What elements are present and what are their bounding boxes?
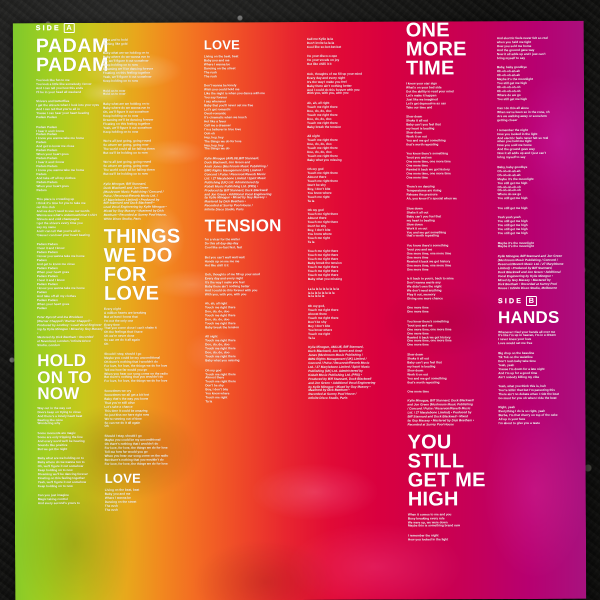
song-title-things-we-do-for-love: THINGS WE DO FOR LOVE — [103, 225, 181, 305]
lyrics-block: You look like fun to me You look a littl… — [35, 78, 92, 95]
column-top-spacer — [103, 22, 199, 38]
lyrics-block: Whenever I feel your hands all over me I… — [498, 329, 556, 346]
credits-text: Kylie Minogue, Biff Stannard, Duck Black… — [407, 398, 474, 427]
lyrics-block: Call me Kylie la-la Don't invite la-la-l… — [306, 36, 342, 49]
lyrics-block: Living on the beat, beat Baby you and me… — [203, 54, 239, 79]
lyrics-block: Baby what are we holding on to Baby wher… — [103, 101, 154, 134]
lyrics-block: This place is crowding up I think it's t… — [36, 197, 97, 238]
lyrics-block: Every night A million hearts are breakin… — [103, 306, 157, 347]
lyrics-block: Maybe it's the moonlight Maybe it's the … — [497, 240, 534, 249]
song-title-love: LOVE — [104, 470, 141, 486]
lyrics-block: You know there's something 'bout you and… — [406, 243, 452, 272]
lyrics-block: Can you just imagine Magic taking contro… — [37, 493, 80, 506]
lyrics-block: Ah, ah, all right Touch me right there D… — [307, 100, 342, 129]
lyrics-block: Slow down Shake it all out Baby can't yo… — [407, 352, 447, 385]
column-2: Have and to hold Shining like gold Baby w… — [103, 22, 201, 518]
song-title-love: LOVE — [203, 37, 241, 53]
credits-text: Kylie Minogue, Biff Stannard, Duck Black… — [103, 181, 167, 222]
lyrics-block: Is it back to yours, back to mine Don't … — [406, 276, 454, 301]
side-badge-side-b: SIDE B — [497, 295, 582, 307]
lyrics-block: Ooh, thoughts of me fill up your mind Ev… — [204, 272, 260, 297]
lyrics-block: Oh my god Touch me right there Almost th… — [307, 208, 339, 244]
vinyl-inner-sleeve: SIDE A PADAM PADAM You look like fun to me … — [12, 20, 587, 600]
lyrics-block: Padam Padam I hear it and I know Padam P… — [36, 124, 85, 192]
lyrics-block: Hold on to now Hold on to now — [103, 88, 126, 97]
column-6: And electric feels never felt so real wh… — [497, 21, 583, 432]
lyrics-block: When it comes to me and you Busy breakin… — [407, 511, 461, 529]
lyrics-block: Should I stay, should I go Maybe you cou… — [104, 351, 168, 384]
lyrics-block: Bet you can't wait wait wait Hands up on… — [204, 254, 245, 267]
side-letter: A — [63, 22, 75, 34]
lyrics-block: All night Touch me right there Doo, do, … — [307, 134, 342, 162]
lyrics-block: One more time — [407, 389, 429, 394]
lyrics-columns: SIDE A PADAM PADAM You look like fun to me … — [13, 21, 587, 600]
lyrics-block: Padam Padam I hear it and I know Padam P… — [36, 242, 85, 310]
song-title-hold-on-to-now: HOLD ON TO NOW — [37, 351, 92, 404]
credits-text: Kylie Minogue (AMLUE,Biff Stannard, Duck… — [204, 156, 272, 212]
lyrics-block: Have and to hold Shining like gold — [102, 37, 128, 46]
lyrics-block: We're all just going, going round So whe… — [103, 160, 155, 177]
lyrics-block: Can I do this all alone When we've been … — [497, 106, 550, 123]
lyrics-block: One more time One more time — [406, 305, 429, 314]
lyrics-block: La la la la la la la la la la la la la l… — [307, 286, 340, 299]
song-title-you-still-get-me-high: YOU STILL GET ME HIGH — [407, 430, 486, 511]
lyrics-block: Baby what are we holding on to Baby wher… — [37, 456, 88, 488]
lyrics-block: Shivers and butterflies I get the shiver… — [36, 99, 100, 120]
song-title-tension: TENSION — [204, 215, 282, 236]
lyrics-block: I remember the night How you looked in t… — [497, 127, 549, 160]
credits-text: Kylie Minogue, AMLUE, Biff Stannard, Duc… — [308, 344, 376, 401]
credits-text: Kylie Minogue, Biff Stannard and Jon Gre… — [497, 253, 564, 290]
song-title-padam: PADAM PADAM — [35, 34, 110, 77]
column-top-spacer — [497, 21, 581, 37]
column-top-spacer — [307, 22, 403, 38]
lyrics-block: Yeah yeah yeah You still get me high You… — [497, 215, 528, 236]
lyrics-block: Big drop on the bassline Tik Tok on the … — [498, 350, 545, 379]
lyrics-block: Oh my god, Touch me right there Almost t… — [307, 303, 339, 340]
side-badge-side-a: SIDE A — [35, 22, 102, 34]
lyrics-block: Yeah, what you think this is, huh You're… — [498, 383, 560, 400]
column-1: SIDE A PADAM PADAM You look like fun to me … — [35, 22, 110, 512]
lyrics-block: Baby what are we holding on to Baby wher… — [102, 51, 154, 83]
lyrics-block: Should I stay, should I go Maybe you cou… — [104, 433, 169, 466]
lyrics-block: You know there's something 'bout you and… — [407, 319, 452, 347]
side-letter: B — [526, 295, 538, 307]
lyrics-block: Baby, baby goodbye Oh-oh-oh-ah-ah Oh-oh-… — [497, 164, 534, 201]
lyrics-block: Ah, ah, all right Touch me right there D… — [204, 301, 240, 330]
lyrics-block: Living on the beat, beat Baby you and me… — [104, 487, 140, 512]
lyrics-block: Ooh, thoughts of me fill up your mind Ev… — [306, 71, 363, 96]
column-top-spacer — [204, 22, 302, 38]
lyrics-block: Touch me right there Touch me right ther… — [307, 249, 343, 282]
side-label: SIDE — [497, 297, 524, 305]
lyrics-block: Right, yeah Everything I do is so right,… — [498, 405, 558, 426]
lyrics-block: I'm your disco-o-ope I'm your vocals on … — [306, 54, 340, 67]
side-label: SIDE — [35, 24, 61, 32]
song-title-one-more-time: ONE MORE TIME — [405, 20, 467, 80]
lyrics-block: All night Touch me right there Doo, do, … — [205, 334, 240, 363]
lyrics-block: You know there's something 'bout you and… — [406, 151, 451, 180]
lyrics-block: Some moments are magic Some are only tri… — [37, 430, 85, 451]
lyrics-block: Way out in the way out Doors keep on try… — [37, 405, 83, 426]
column-5: ONE MORE TIME I know your star sign What'… — [406, 21, 500, 548]
lyrics-block: And electric feels never felt so real wh… — [496, 35, 548, 60]
credits-text: Peter Rycroft and Ina Wroldsen (Warner C… — [37, 314, 104, 347]
lyrics-block: We're all just going, going round So whe… — [103, 138, 155, 155]
lyrics-block: Sometimes we cry Sometimes we all get a … — [104, 388, 150, 429]
lyrics-block: There's no denying Temperatures are risi… — [406, 184, 457, 201]
lyrics-block: I know your star sign What's on your bed… — [405, 81, 454, 110]
lyrics-block: Oh my god Touch me right there Almost th… — [307, 167, 338, 203]
column-3: LOVE Living on the beat, beat Baby you an… — [204, 22, 304, 410]
lyrics-block: Slow down Shake it all out Baby can't yo… — [406, 206, 447, 238]
lyrics-block: Oh my god Touch me right there Almost th… — [205, 367, 236, 404]
column-4: Call me Kylie la-la Don't invite la-la-l… — [307, 22, 405, 407]
lyrics-block: Slow down Shake it all out Baby can't yo… — [406, 114, 446, 147]
song-title-hands: HANDS — [497, 307, 560, 328]
lyrics-block: Baby, baby goodbye Oh-oh-oh-ah-ah Oh-oh-… — [496, 65, 534, 101]
lyrics-block: I'm a vicar for the waiter Do this all d… — [204, 237, 243, 250]
lyrics-block: Don't wanna be lonely Wish you could hol… — [204, 83, 265, 151]
lyrics-block: I remember the night How you looked in t… — [407, 533, 449, 542]
lyrics-block: You still get me high — [497, 205, 528, 210]
